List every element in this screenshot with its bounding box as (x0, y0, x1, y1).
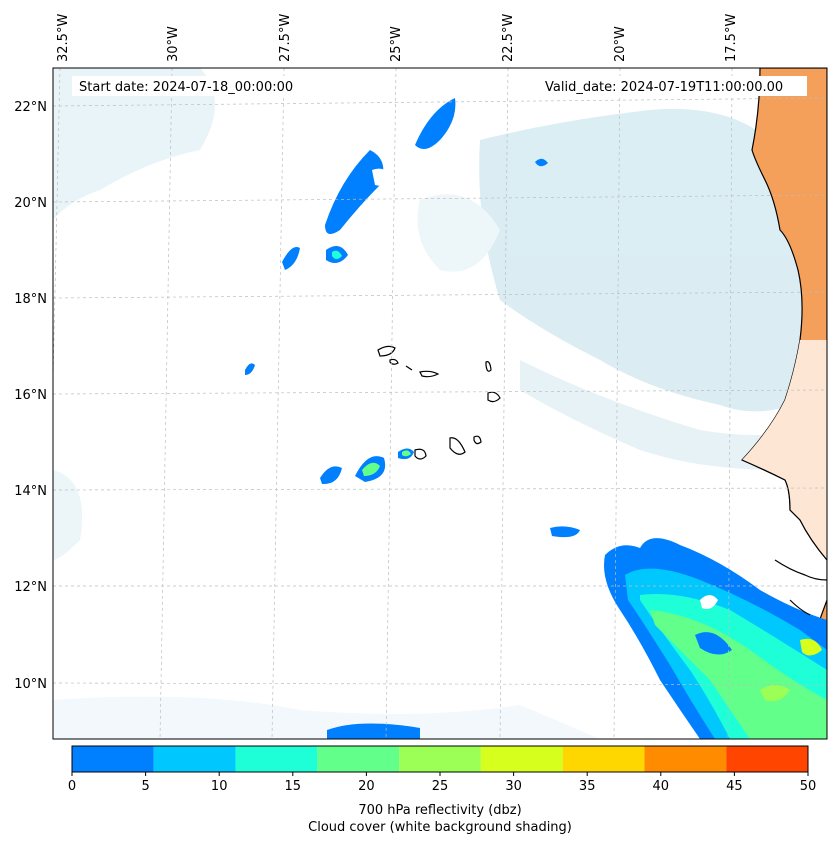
lat-label: 10°N (14, 677, 47, 692)
colorbar-tick-label: 5 (141, 779, 149, 794)
colorbar-tick-label: 40 (653, 779, 670, 794)
colorbar-segment (726, 746, 808, 772)
colorbar-tick-label: 15 (285, 779, 302, 794)
lat-label: 22°N (14, 100, 47, 115)
colorbar-tick-label: 50 (800, 779, 817, 794)
lat-label: 12°N (14, 580, 47, 595)
colorbar-segment (562, 746, 645, 772)
colorbar-label-line1: 700 hPa reflectivity (dbz) (358, 803, 521, 818)
colorbar-segment (235, 746, 318, 772)
cape-verde-islands (377, 345, 501, 460)
colorbar-tick-label: 35 (579, 779, 596, 794)
start-date-box (72, 76, 312, 96)
colorbar-tick-label: 10 (211, 779, 228, 794)
lat-label: 14°N (14, 484, 47, 499)
colorbar-tick-label: 25 (432, 779, 449, 794)
colorbar-tick-label: 30 (505, 779, 522, 794)
colorbar-tick-label: 0 (68, 779, 76, 794)
lat-label: 18°N (14, 292, 47, 307)
colorbar-segment (399, 746, 481, 772)
lat-label: 20°N (14, 196, 47, 211)
colorbar-label-line2: Cloud cover (white background shading) (308, 820, 572, 835)
longitude-labels: 32.5°W 30°W 27.5°W 25°W 22.5°W 20°W 17.5… (56, 14, 739, 62)
colorbar: 0 5 10 15 20 25 30 35 40 45 50 (68, 745, 817, 794)
land-shade (742, 340, 827, 560)
start-date-label: Start date: 2024-07-18_00:00:00 (79, 80, 293, 95)
lon-label: 17.5°W (724, 14, 739, 62)
lat-label: 16°N (14, 388, 47, 403)
lon-label: 27.5°W (278, 14, 293, 62)
lon-label: 20°W (613, 26, 628, 62)
lon-label: 32.5°W (56, 14, 71, 62)
colorbar-segment (153, 746, 236, 772)
colorbar-tick-label: 20 (358, 779, 375, 794)
valid-date-label: Valid_date: 2024-07-19T11:00:00.00 (545, 80, 783, 95)
graticule (53, 68, 827, 739)
colorbar-tick-label: 45 (726, 779, 743, 794)
colorbar-segment (72, 746, 154, 772)
map-frame (52, 67, 828, 740)
latitude-labels: 22°N 20°N 18°N 16°N 14°N 12°N 10°N (14, 100, 47, 692)
colorbar-segment (317, 746, 400, 772)
lon-label: 22.5°W (501, 14, 516, 62)
reflectivity-cells (245, 98, 827, 739)
cloud-cover-shading (53, 68, 805, 739)
lon-label: 30°W (166, 26, 181, 62)
lon-label: 25°W (389, 26, 404, 62)
coast-detail (741, 459, 827, 616)
valid-date-box (542, 76, 807, 96)
colorbar-segment (480, 746, 563, 772)
colorbar-segment (644, 746, 727, 772)
